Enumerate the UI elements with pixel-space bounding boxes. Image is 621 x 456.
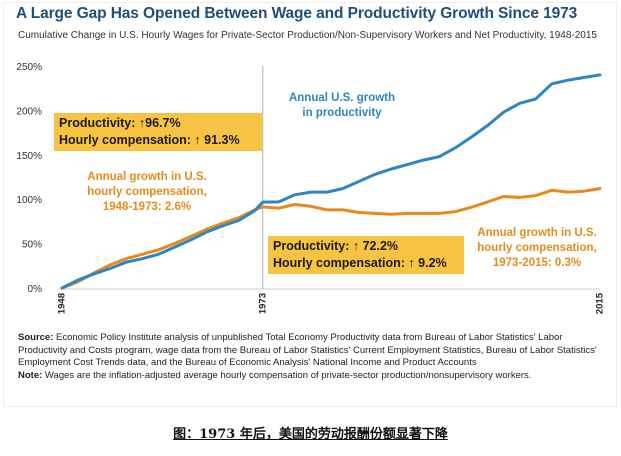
y-tick-label: 100% bbox=[16, 195, 42, 206]
annotation-box-1973-2015: Productivity: ↑ 72.2% Hourly compensatio… bbox=[268, 236, 464, 274]
y-tick-label: 250% bbox=[16, 62, 42, 73]
source-notes: Source: Economic Policy Institute analys… bbox=[18, 332, 608, 382]
y-tick-label: 150% bbox=[16, 151, 42, 162]
chart-subtitle: Cumulative Change in U.S. Hourly Wages f… bbox=[18, 30, 597, 41]
y-tick-label: 200% bbox=[16, 106, 42, 117]
compensation-line bbox=[60, 187, 602, 290]
wage-late-line-3: 1973-2015: 0.3% bbox=[492, 257, 582, 269]
wage-early-line-2: hourly compensation, bbox=[87, 186, 207, 198]
right-box-productivity: Productivity: ↑ 72.2% bbox=[273, 239, 399, 253]
note-text: Wages are the inflation-adjusted average… bbox=[42, 369, 532, 381]
left-box-compensation: Hourly compensation: ↑ 91.3% bbox=[59, 133, 240, 147]
productivity-growth-line-2: in productivity bbox=[302, 107, 382, 119]
figure-caption: 图：1973 年后，美国的劳动报酬份额显著下降 bbox=[173, 427, 448, 442]
wage-early-line-1: Annual growth in U.S. bbox=[87, 171, 207, 183]
y-tick-label: 50% bbox=[22, 240, 42, 251]
note-label: Note: bbox=[18, 369, 43, 381]
x-axis: 1948 1973 2015 bbox=[57, 288, 606, 314]
note-line: Note: Wages are the inflation-adjusted a… bbox=[18, 370, 608, 383]
source-line: Source: Economic Policy Institute analys… bbox=[18, 332, 608, 370]
x-tick-label: 1973 bbox=[257, 293, 268, 314]
line-chart: 0% 50% 100% 150% 200% 250% 1948 1973 2015 bbox=[16, 62, 606, 314]
y-tick-label: 0% bbox=[28, 284, 43, 295]
x-tick-label: 2015 bbox=[595, 292, 606, 314]
x-tick-label: 1948 bbox=[57, 293, 68, 314]
annotation-box-1948-1973: Productivity: ↑96.7% Hourly compensation… bbox=[54, 113, 262, 151]
productivity-line bbox=[60, 73, 602, 290]
annotation-productivity-growth: Annual U.S. growth in productivity bbox=[272, 91, 412, 121]
right-box-compensation: Hourly compensation: ↑ 9.2% bbox=[273, 256, 447, 270]
annotation-wage-growth-late: Annual growth in U.S. hourly compensatio… bbox=[462, 226, 612, 271]
wage-early-line-3: 1948-1973: 2.6% bbox=[102, 201, 192, 213]
wage-late-line-1: Annual growth in U.S. bbox=[477, 227, 597, 239]
left-box-productivity: Productivity: ↑96.7% bbox=[59, 116, 181, 130]
annotation-wage-growth-early: Annual growth in U.S. hourly compensatio… bbox=[72, 170, 222, 215]
source-label: Source: bbox=[18, 332, 54, 343]
chart-title: A Large Gap Has Opened Between Wage and … bbox=[16, 5, 578, 22]
wage-late-line-2: hourly compensation, bbox=[477, 242, 597, 254]
productivity-growth-line-1: Annual U.S. growth bbox=[288, 92, 396, 104]
series-group bbox=[60, 66, 602, 290]
source-text: Economic Policy Institute analysis of un… bbox=[18, 332, 597, 368]
chart-panel bbox=[3, 2, 617, 407]
y-axis: 0% 50% 100% 150% 200% 250% bbox=[16, 62, 42, 295]
